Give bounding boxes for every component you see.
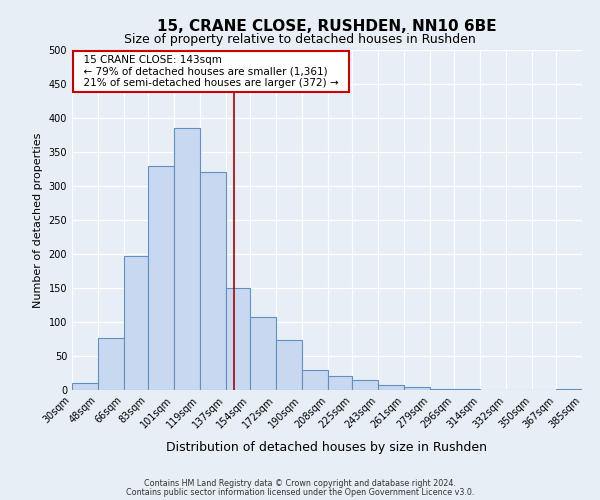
Bar — [276, 340, 302, 390]
Bar — [302, 370, 328, 390]
Text: Contains HM Land Registry data © Crown copyright and database right 2024.: Contains HM Land Registry data © Crown c… — [144, 480, 456, 488]
Text: 15 CRANE CLOSE: 143sqm
  ← 79% of detached houses are smaller (1,361)
  21% of s: 15 CRANE CLOSE: 143sqm ← 79% of detached… — [77, 55, 345, 88]
Text: Size of property relative to detached houses in Rushden: Size of property relative to detached ho… — [124, 32, 476, 46]
Title: 15, CRANE CLOSE, RUSHDEN, NN10 6BE: 15, CRANE CLOSE, RUSHDEN, NN10 6BE — [157, 18, 497, 34]
Bar — [328, 376, 352, 390]
Bar — [556, 388, 582, 390]
Text: Contains public sector information licensed under the Open Government Licence v3: Contains public sector information licen… — [126, 488, 474, 497]
Y-axis label: Number of detached properties: Number of detached properties — [33, 132, 43, 308]
Bar — [98, 338, 124, 390]
Bar — [148, 166, 174, 390]
Bar — [200, 172, 226, 390]
Bar — [378, 384, 404, 390]
Bar — [430, 388, 454, 390]
Bar — [352, 380, 378, 390]
Bar — [226, 288, 250, 390]
Bar — [404, 388, 430, 390]
Bar — [174, 128, 200, 390]
Bar — [250, 316, 276, 390]
X-axis label: Distribution of detached houses by size in Rushden: Distribution of detached houses by size … — [167, 441, 487, 454]
Bar — [72, 383, 98, 390]
Bar — [124, 256, 148, 390]
